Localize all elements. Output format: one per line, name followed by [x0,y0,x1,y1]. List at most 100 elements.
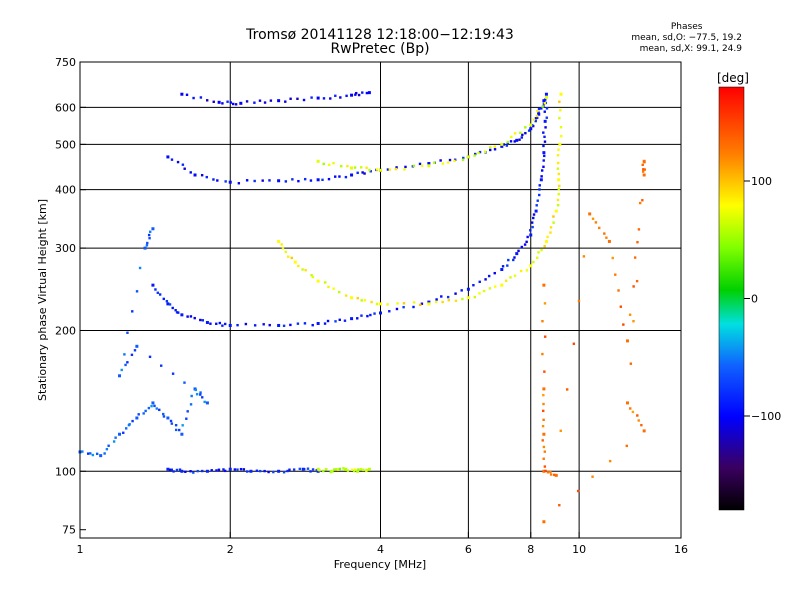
data-point [186,410,189,413]
data-point [513,132,517,135]
data-point [419,303,422,307]
data-point [172,470,175,473]
data-point [363,299,367,302]
data-point [269,99,273,102]
data-point [158,408,161,412]
data-point [199,96,203,99]
data-point [298,467,302,471]
data-point [217,468,221,471]
data-point [360,299,363,302]
data-point [543,110,546,113]
data-point [185,417,188,420]
data-point [515,252,519,256]
data-point [151,227,155,231]
data-point [542,445,546,449]
data-point [513,274,517,277]
data-point [288,468,291,471]
data-point [345,94,348,98]
data-point [557,148,560,151]
data-point [642,159,646,163]
data-point [482,289,486,293]
data-point [542,151,546,155]
data-point [356,171,359,175]
data-point [427,164,431,168]
data-point [122,431,125,434]
data-point [166,302,170,306]
data-point [506,264,509,267]
data-point [327,163,331,167]
data-point [284,180,288,183]
data-point [297,264,300,268]
data-point [86,452,90,455]
data-point [520,245,524,249]
data-point [386,168,390,171]
data-point [543,335,547,338]
data-point [293,260,297,264]
data-point [201,469,204,473]
data-point [177,311,180,314]
data-point [212,100,215,103]
data-point [239,101,243,105]
data-point [338,318,341,322]
data-point [318,469,321,472]
data-point [346,469,350,472]
data-point [239,467,243,471]
data-point [365,166,368,169]
data-point [466,287,470,291]
data-point [166,155,170,159]
data-point [356,317,359,320]
data-point [525,269,529,272]
data-point [628,313,632,316]
data-point [529,127,533,131]
data-point [558,116,561,120]
data-point [477,151,480,155]
data-point [205,99,209,102]
data-point [632,320,635,323]
data-point [199,318,202,322]
data-point [531,225,534,229]
data-point [543,450,547,453]
colorbar-tick-label: −100 [751,410,781,423]
x-tick-label: 16 [674,543,688,556]
data-point [643,168,647,171]
data-point [507,258,510,262]
data-point [541,439,544,442]
data-point [395,307,399,311]
data-point [135,290,139,293]
data-point [304,268,307,272]
data-point [544,469,547,473]
data-point [303,322,307,325]
data-point [588,212,592,216]
data-point [171,372,175,375]
data-point [330,469,334,473]
data-point [350,173,354,177]
data-point [329,97,332,100]
data-point [103,452,106,455]
data-point [363,172,366,175]
data-point [493,271,496,275]
data-point [558,184,561,188]
data-point [284,250,287,254]
data-point [454,292,457,295]
data-point [316,96,320,100]
data-point [412,164,415,168]
data-point [323,322,327,325]
data-point [518,138,521,141]
data-point [625,444,628,448]
data-point [327,177,331,181]
data-point [435,300,438,304]
data-point [453,159,456,162]
data-point [311,323,314,327]
data-point [493,148,497,151]
data-point [629,407,632,410]
data-point [171,306,174,310]
data-point [297,179,300,183]
data-point [289,97,292,100]
y-tick-label: 400 [55,184,76,197]
data-point [99,454,103,458]
data-point [493,145,496,148]
data-point [535,114,539,118]
data-point [542,283,546,287]
data-point [509,276,512,279]
data-point [282,471,286,474]
